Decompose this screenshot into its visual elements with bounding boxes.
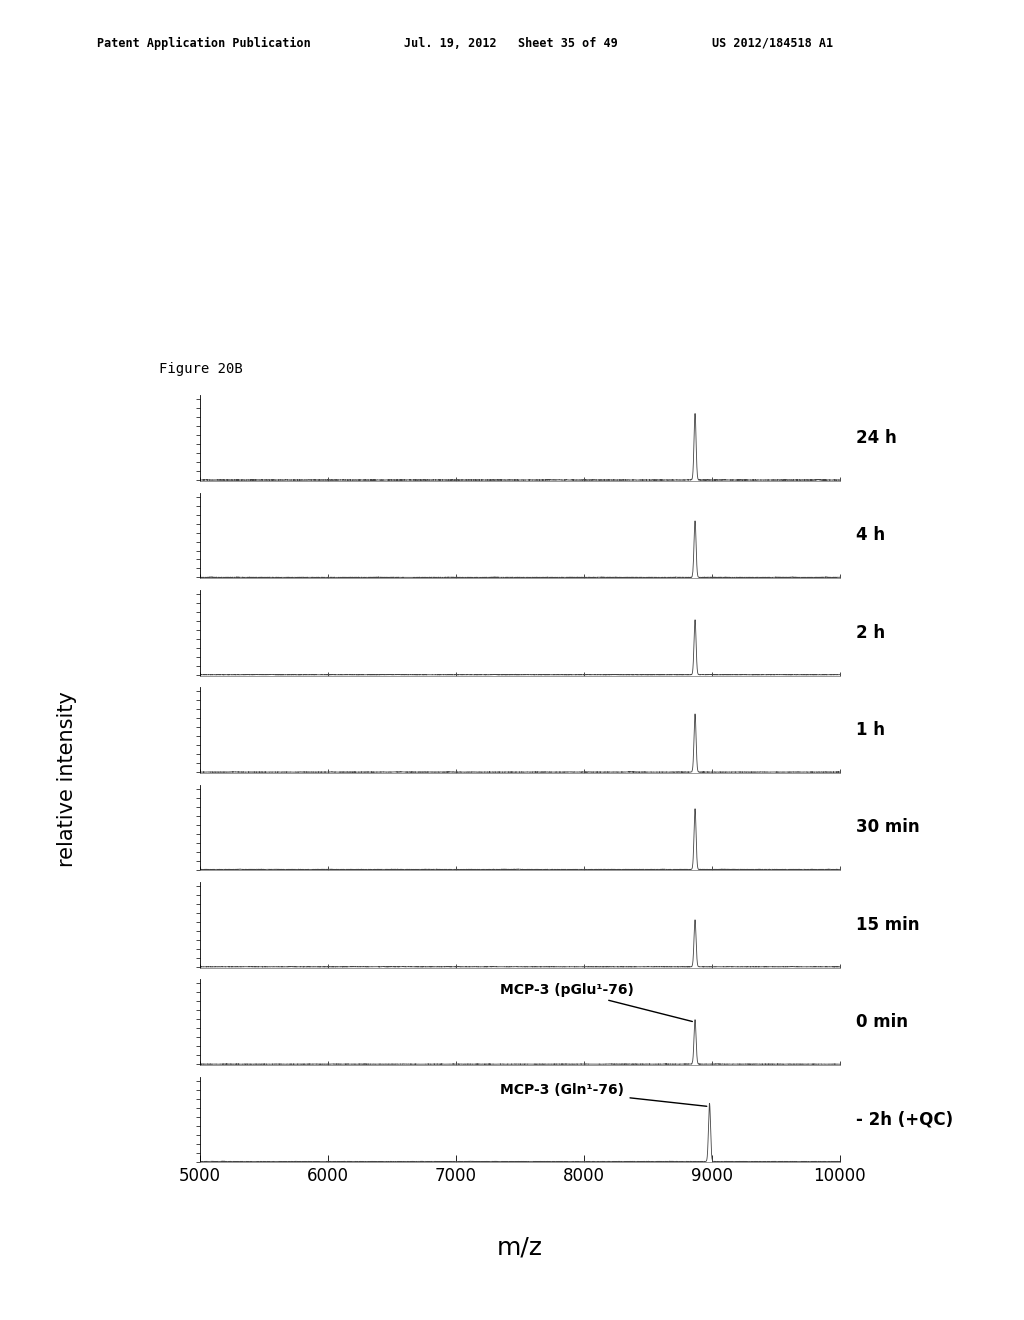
Text: relative intensity: relative intensity	[56, 690, 77, 867]
Text: MCP-3 (pGlu¹-76): MCP-3 (pGlu¹-76)	[501, 983, 692, 1022]
Text: 30 min: 30 min	[856, 818, 920, 837]
Text: Figure 20B: Figure 20B	[159, 362, 243, 376]
Text: 4 h: 4 h	[856, 527, 885, 544]
Text: 15 min: 15 min	[856, 916, 920, 933]
Text: 24 h: 24 h	[856, 429, 896, 447]
Text: - 2h (+QC): - 2h (+QC)	[856, 1110, 952, 1129]
Text: MCP-3 (Gln¹-76): MCP-3 (Gln¹-76)	[501, 1084, 707, 1106]
Text: Patent Application Publication: Patent Application Publication	[97, 37, 311, 50]
Text: 1 h: 1 h	[856, 721, 885, 739]
Text: 0 min: 0 min	[856, 1014, 907, 1031]
Text: Jul. 19, 2012   Sheet 35 of 49: Jul. 19, 2012 Sheet 35 of 49	[404, 37, 618, 50]
Text: 2 h: 2 h	[856, 624, 885, 642]
Text: US 2012/184518 A1: US 2012/184518 A1	[712, 37, 833, 50]
Text: m/z: m/z	[497, 1236, 543, 1259]
